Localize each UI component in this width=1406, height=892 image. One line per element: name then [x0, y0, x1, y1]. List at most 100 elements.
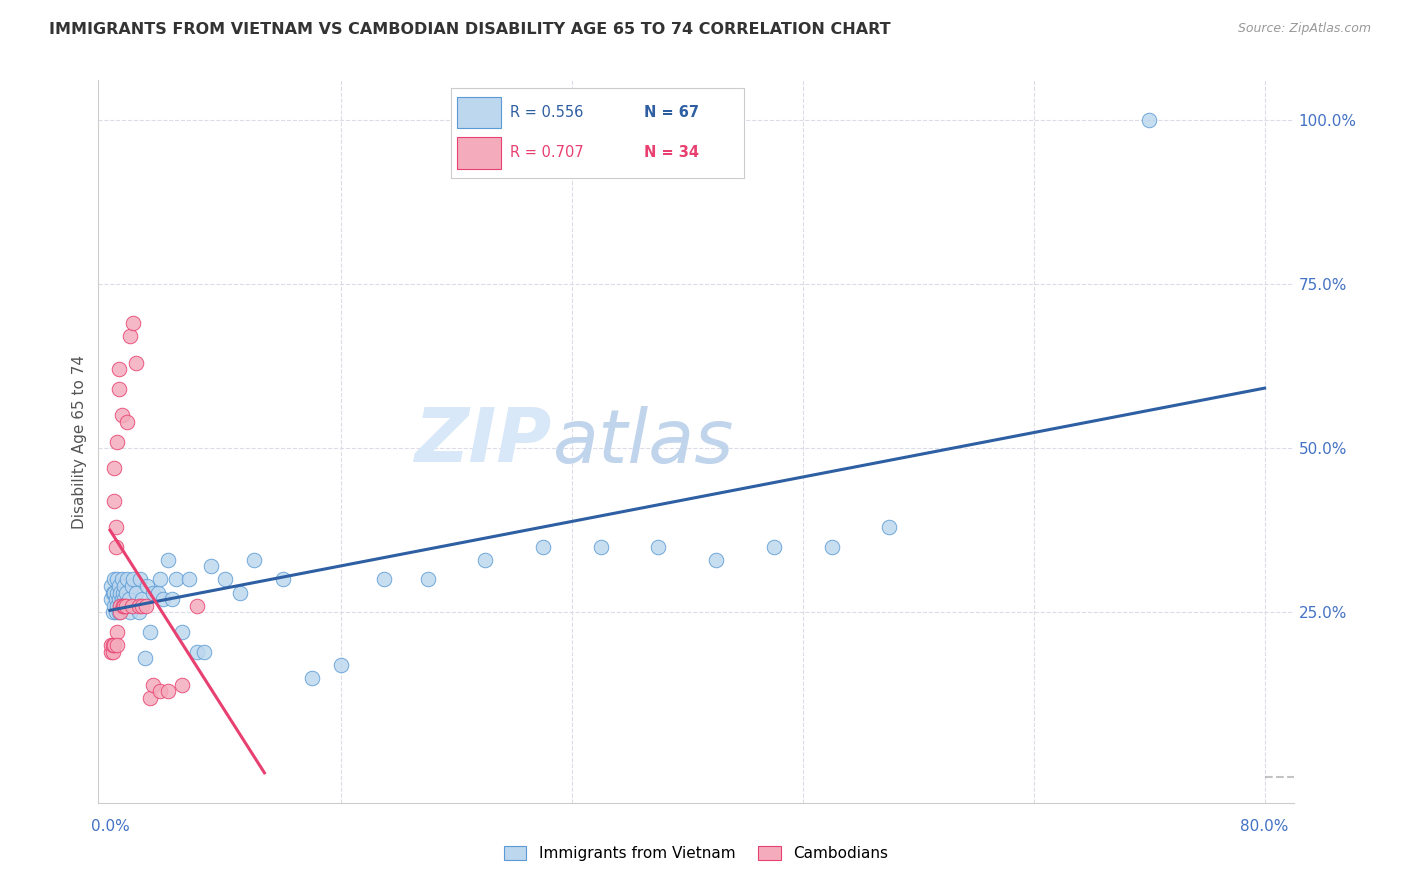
Text: ZIP: ZIP	[415, 405, 553, 478]
Point	[131, 592, 153, 607]
Point	[136, 579, 159, 593]
Point	[200, 559, 222, 574]
Point	[160, 592, 183, 607]
Point	[112, 579, 135, 593]
Point	[416, 573, 439, 587]
Point	[301, 671, 323, 685]
Point	[107, 579, 129, 593]
Point	[107, 592, 129, 607]
Point	[108, 585, 131, 599]
Point	[104, 605, 127, 619]
Point	[129, 573, 152, 587]
Point	[111, 585, 134, 599]
Point	[110, 409, 132, 423]
Point	[107, 382, 129, 396]
Point	[107, 605, 129, 619]
Point	[879, 520, 901, 534]
Point	[101, 638, 124, 652]
Point	[118, 592, 141, 607]
Point	[104, 520, 127, 534]
Point	[117, 573, 139, 587]
Point	[105, 573, 128, 587]
Text: Source: ZipAtlas.com: Source: ZipAtlas.com	[1237, 22, 1371, 36]
Text: 80.0%: 80.0%	[1240, 819, 1289, 834]
Point	[704, 553, 727, 567]
Point	[135, 599, 157, 613]
Point	[142, 677, 165, 691]
Point	[128, 605, 150, 619]
Point	[156, 684, 179, 698]
Point	[103, 585, 125, 599]
Point	[139, 690, 162, 705]
Point	[105, 625, 128, 640]
Point	[108, 599, 131, 613]
Point	[105, 585, 128, 599]
Point	[121, 599, 143, 613]
Point	[139, 625, 162, 640]
Point	[125, 585, 148, 599]
Point	[820, 540, 842, 554]
Point	[107, 362, 129, 376]
Point	[105, 434, 128, 449]
Point	[172, 677, 194, 691]
Point	[111, 599, 134, 613]
Point	[329, 657, 352, 672]
Point	[531, 540, 554, 554]
Text: 0.0%: 0.0%	[90, 819, 129, 834]
Point	[589, 540, 612, 554]
Point	[186, 645, 208, 659]
Point	[762, 540, 785, 554]
Point	[103, 638, 125, 652]
Point	[104, 540, 127, 554]
Point	[121, 579, 143, 593]
Point	[100, 645, 122, 659]
Point	[111, 599, 134, 613]
Point	[103, 493, 125, 508]
Text: IMMIGRANTS FROM VIETNAM VS CAMBODIAN DISABILITY AGE 65 TO 74 CORRELATION CHART: IMMIGRANTS FROM VIETNAM VS CAMBODIAN DIS…	[49, 22, 891, 37]
Point	[214, 573, 236, 587]
Point	[131, 599, 153, 613]
Point	[128, 599, 150, 613]
Y-axis label: Disability Age 65 to 74: Disability Age 65 to 74	[72, 354, 87, 529]
Point	[115, 599, 138, 613]
Point	[101, 605, 124, 619]
Point	[152, 592, 174, 607]
Point	[101, 645, 124, 659]
Point	[474, 553, 496, 567]
Point	[103, 599, 125, 613]
Point	[124, 599, 146, 613]
Point	[125, 356, 148, 370]
Point	[105, 638, 128, 652]
Point	[271, 573, 294, 587]
Point	[243, 553, 266, 567]
Point	[179, 573, 201, 587]
Point	[156, 553, 179, 567]
Point	[110, 592, 132, 607]
Point	[172, 625, 194, 640]
Point	[100, 592, 122, 607]
Point	[193, 645, 215, 659]
Point	[115, 599, 138, 613]
Point	[103, 573, 125, 587]
Point	[149, 573, 172, 587]
Point	[104, 592, 127, 607]
Point	[120, 329, 142, 343]
Point	[134, 651, 156, 665]
Point	[120, 605, 142, 619]
Point	[103, 460, 125, 475]
Legend: Immigrants from Vietnam, Cambodians: Immigrants from Vietnam, Cambodians	[498, 840, 894, 867]
Point	[108, 605, 131, 619]
Point	[115, 585, 138, 599]
Point	[105, 599, 128, 613]
Point	[149, 684, 172, 698]
Point	[1137, 112, 1160, 127]
Point	[165, 573, 187, 587]
Point	[100, 638, 122, 652]
Point	[100, 579, 122, 593]
Point	[112, 599, 135, 613]
Point	[112, 592, 135, 607]
Point	[101, 585, 124, 599]
Point	[186, 599, 208, 613]
Point	[122, 573, 145, 587]
Point	[373, 573, 395, 587]
